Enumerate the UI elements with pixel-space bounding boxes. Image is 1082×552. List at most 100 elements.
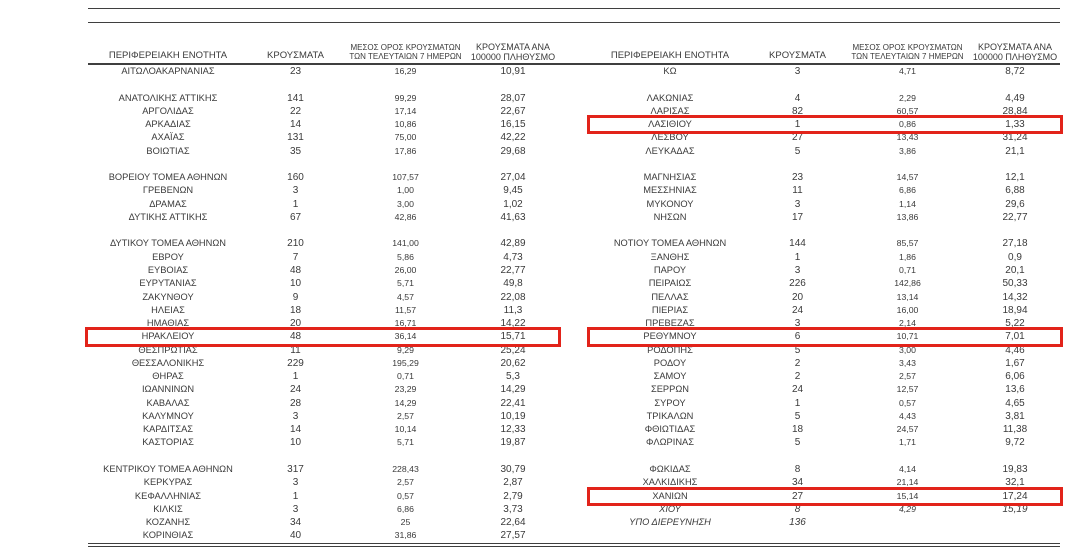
per100k-cell: 1,67 [1005, 357, 1025, 369]
per100k-cell: 12,1 [1005, 172, 1025, 184]
per100k-cell: 14,22 [500, 318, 526, 330]
table-row: ΛΑΚΩΝΙΑΣ 4 2,29 4,49 [590, 92, 1060, 105]
per100k-cell: 42,22 [500, 132, 526, 144]
table-row: ΗΜΑΘΙΑΣ 20 16,71 14,22 [88, 317, 558, 330]
table-row: ΕΒΡΟΥ 7 5,86 4,73 [88, 251, 558, 264]
per100k-cell: 6,88 [1005, 185, 1025, 197]
avg7days-cell: 10,14 [394, 424, 417, 435]
table-row: ΚΩ 3 4,71 8,72 [590, 65, 1060, 78]
table-row: ΑΝΑΤΟΛΙΚΗΣ ΑΤΤΙΚΗΣ 141 99,29 28,07 [88, 92, 558, 105]
table-row: ΕΥΒΟΙΑΣ 48 26,00 22,77 [88, 264, 558, 277]
region-cell: ΑΧΑΪΑΣ [151, 132, 185, 143]
table-row: ΝΗΣΩΝ 17 13,86 22,77 [590, 211, 1060, 224]
region-cell: ΗΡΑΚΛΕΙΟΥ [141, 331, 195, 342]
table-row: ΔΥΤΙΚΗΣ ΑΤΤΙΚΗΣ 67 42,86 41,63 [88, 211, 558, 224]
per100k-cell: 7,01 [1005, 331, 1025, 343]
table-row: ΧΙΟΥ 8 4,29 15,19 [590, 503, 1060, 516]
cases-cell: 8 [794, 503, 801, 515]
avg7days-cell: 99,29 [394, 92, 417, 103]
region-cell: ΠΙΕΡΙΑΣ [651, 304, 689, 315]
region-cell: ΗΛΕΙΑΣ [151, 304, 185, 315]
cases-cell: 11 [792, 185, 803, 197]
table-body: ΑΙΤΩΛΟΑΚΑΡΝΑΝΙΑΣ 23 16,29 10,91 ΑΝΑΤΟΛΙΚΗΣ Α… [85, 65, 1063, 543]
region-cell: ΡΕΘΥΜΝΟΥ [643, 331, 697, 342]
per100k-cell: 41,63 [500, 211, 526, 223]
column-header-region: ΠΕΡΙΦΕΡΕΙΑΚΗ ΕΝΟΤΗΤΑ [108, 50, 228, 62]
avg7days-cell: 11,57 [394, 304, 417, 315]
avg7days-cell: 195,29 [392, 357, 419, 368]
region-cell: ΙΩΑΝΝΙΝΩΝ [141, 384, 195, 395]
table-row: ΦΘΙΩΤΙΔΑΣ 18 24,57 11,38 [590, 423, 1060, 436]
avg7days-cell: 15,14 [896, 490, 919, 501]
region-cell: ΠΡΕΒΕΖΑΣ [645, 318, 695, 329]
per100k-cell: 22,77 [500, 264, 526, 276]
cases-cell: 226 [789, 278, 806, 290]
per100k-cell: 1,33 [1005, 119, 1025, 131]
avg7days-cell: 3,86 [899, 145, 916, 156]
avg7days-cell: 1,86 [899, 251, 916, 262]
region-cell: ΠΕΙΡΑΙΩΣ [648, 278, 692, 289]
per100k-cell: 19,87 [500, 437, 526, 449]
table-row: ΘΕΣΠΡΩΤΙΑΣ 11 9,29 25,24 [88, 344, 558, 357]
region-cell: ΚΙΛΚΙΣ [153, 503, 183, 514]
cases-cell: 2 [794, 357, 801, 369]
avg7days-cell: 4,57 [397, 291, 414, 302]
avg7days-cell: 1,71 [899, 437, 916, 448]
per100k-cell: 27,57 [500, 530, 526, 542]
cases-cell: 10 [289, 278, 302, 290]
region-cell: ΘΕΣΣΑΛΟΝΙΚΗΣ [131, 357, 205, 368]
per100k-cell: 49,8 [503, 278, 523, 290]
per100k-cell: 15,19 [1002, 503, 1028, 515]
per100k-cell: 17,24 [1002, 490, 1028, 502]
column-header-cases: ΚΡΟΥΣΜΑΤΑ [769, 50, 826, 62]
per100k-cell: 22,08 [500, 291, 526, 303]
table-row: ΒΟΙΩΤΙΑΣ 35 17,86 29,68 [88, 145, 558, 158]
region-cell: ΠΑΡΟΥ [653, 264, 687, 275]
avg7days-cell: 31,86 [394, 530, 417, 541]
table-row: ΣΥΡΟΥ 1 0,57 4,65 [590, 397, 1060, 410]
table-header-row: ΠΕΡΙΦΕΡΕΙΑΚΗ ΕΝΟΤΗΤΑ ΚΡΟΥΣΜΑΤΑ ΜΕΣΟΣ ΟΡΟ… [88, 22, 1060, 65]
cases-cell: 2 [794, 371, 801, 383]
region-cell: ΧΑΛΚΙΔΙΚΗΣ [642, 477, 698, 488]
region-cell: ΛΕΣΒΟΥ [651, 132, 689, 143]
cases-cell: 6 [794, 331, 801, 343]
avg7days-cell: 1,00 [397, 185, 414, 196]
region-cell: ΜΥΚΟΝΟΥ [646, 198, 694, 209]
avg7days-cell: 14,57 [896, 172, 919, 183]
avg7days-cell: 16,00 [896, 304, 919, 315]
column-header-region: ΠΕΡΙΦΕΡΕΙΑΚΗ ΕΝΟΤΗΤΑ [610, 50, 730, 62]
left-table-rows: ΑΙΤΩΛΟΑΚΑΡΝΑΝΙΑΣ 23 16,29 10,91 ΑΝΑΤΟΛΙΚΗΣ Α… [85, 65, 561, 543]
per100k-cell: 5,22 [1005, 318, 1025, 330]
table-row: ΡΟΔΟΥ 2 3,43 1,67 [590, 357, 1060, 370]
avg7days-cell: 228,43 [392, 463, 419, 474]
per100k-cell: 32,1 [1005, 477, 1025, 489]
spacer-row [590, 529, 1060, 542]
per100k-cell: 28,07 [500, 92, 526, 104]
avg7days-cell: 3,00 [899, 344, 916, 355]
region-cell: ΚΑΛΥΜΝΟΥ [142, 410, 194, 421]
per100k-cell: 6,06 [1005, 371, 1025, 383]
cases-cell: 5 [794, 344, 801, 356]
per100k-cell: 22,67 [500, 105, 526, 117]
per100k-cell: 20,1 [1005, 264, 1025, 276]
avg7days-cell: 23,29 [394, 384, 417, 395]
table-row: ΕΥΡΥΤΑΝΙΑΣ 10 5,71 49,8 [88, 277, 558, 290]
table-row: ΚΟΡΙΝΘΙΑΣ 40 31,86 27,57 [88, 529, 558, 542]
cases-cell: 82 [791, 105, 804, 117]
region-cell: ΔΥΤΙΚΗΣ ΑΤΤΙΚΗΣ [128, 211, 208, 222]
region-cell: ΗΜΑΘΙΑΣ [146, 318, 190, 329]
table-row: ΚΑΣΤΟΡΙΑΣ 10 5,71 19,87 [88, 436, 558, 449]
table-row: ΚΙΛΚΙΣ 3 6,86 3,73 [88, 503, 558, 516]
region-cell: ΜΕΣΣΗΝΙΑΣ [643, 185, 697, 196]
table-row: ΚΑΡΔΙΤΣΑΣ 14 10,14 12,33 [88, 423, 558, 436]
region-cell: ΘΕΣΠΡΩΤΙΑΣ [138, 344, 198, 355]
region-cell: ΚΑΡΔΙΤΣΑΣ [142, 424, 194, 435]
per100k-cell: 29,68 [500, 145, 526, 157]
cases-cell: 23 [791, 172, 804, 184]
region-cell: ΚΑΒΑΛΑΣ [146, 397, 190, 408]
table-row: ΖΑΚΥΝΘΟΥ 9 4,57 22,08 [88, 291, 558, 304]
highlighted-table-row: ΧΑΝΙΩΝ 27 15,14 17,24 [587, 486, 1063, 506]
cases-cell: 24 [791, 384, 804, 396]
avg7days-cell: 1,14 [899, 198, 916, 209]
table-row: ΚΕΦΑΛΛΗΝΙΑΣ 1 0,57 2,79 [88, 490, 558, 503]
